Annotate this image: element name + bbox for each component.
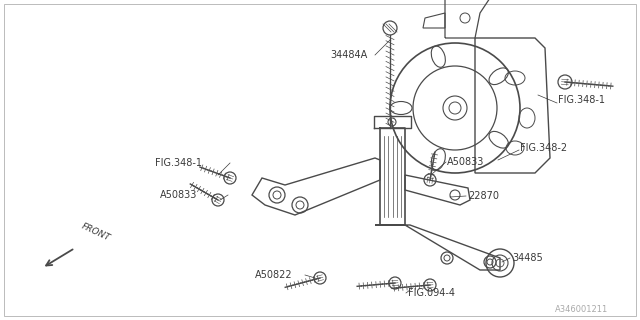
Text: 34485: 34485: [512, 253, 543, 263]
Text: 22870: 22870: [468, 191, 499, 201]
Text: FIG.348-2: FIG.348-2: [520, 143, 567, 153]
Text: FIG.348-1: FIG.348-1: [155, 158, 202, 168]
Text: A346001211: A346001211: [555, 306, 608, 315]
Text: 34484A: 34484A: [330, 50, 367, 60]
Text: A50833: A50833: [447, 157, 484, 167]
Text: FIG.094-4: FIG.094-4: [408, 288, 455, 298]
Text: FRONT: FRONT: [80, 222, 111, 243]
Text: FIG.348-1: FIG.348-1: [558, 95, 605, 105]
Text: A50822: A50822: [255, 270, 292, 280]
Text: A50833: A50833: [160, 190, 197, 200]
